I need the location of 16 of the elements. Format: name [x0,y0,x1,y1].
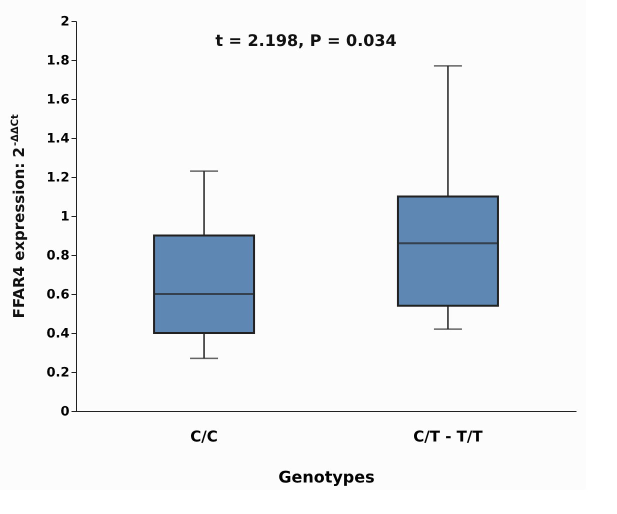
x-tick-label: C/T - T/T [413,428,484,446]
y-tick-label: 1.2 [46,170,70,186]
y-tick-label: 0.2 [46,366,70,380]
x-tick-label: C/C [190,428,218,446]
y-tick-label: 0.6 [46,288,70,302]
y-tick-label: 0.8 [46,248,70,264]
y-tick-label: 1 [60,210,70,224]
y-axis-title: FFAR4 expression: 2-ΔΔCt [10,114,28,318]
x-axis-title: Genotypes [278,468,375,486]
annotation: t = 2.198, P = 0.034 [215,31,397,50]
y-tick-label: 0.4 [46,326,70,342]
y-tick-label: 1.8 [46,54,70,68]
y-tick-label: 0 [60,404,70,420]
y-tick-label: 1.4 [46,132,70,146]
y-tick-label: 2 [60,14,70,30]
y-tick-label: 1.6 [46,92,70,108]
